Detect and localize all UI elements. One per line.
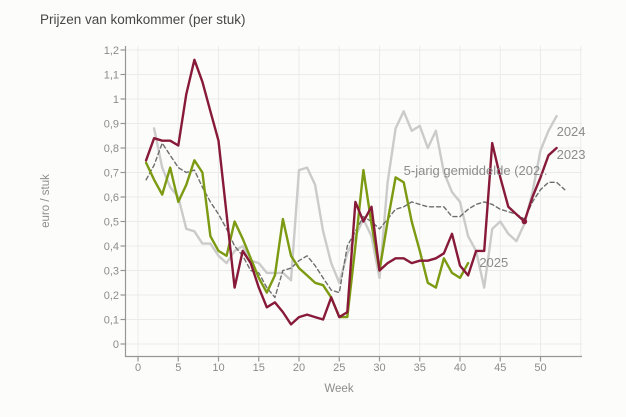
axis-line (124, 46, 582, 358)
y-tick-label: 0,5 (104, 217, 119, 229)
x-tick-label: 10 (212, 362, 224, 374)
y-axis-title: euro / stuk (40, 174, 52, 228)
y-tick-label: 0,9 (104, 119, 119, 131)
y-tick-label: 1,1 (104, 70, 119, 82)
series-line-2023 (144, 58, 558, 326)
x-tick-label: 25 (333, 362, 345, 374)
label-2023: 2023 (557, 147, 586, 162)
label-avg: 5-jarig gemiddelde (202.. (404, 163, 548, 178)
x-tick-label: 20 (293, 362, 305, 374)
x-axis-title: Week (324, 383, 353, 395)
x-tick-label: 0 (135, 362, 141, 374)
series-inline-labels: 2024 2023 2025 5-jarig gemiddelde (202.. (404, 124, 586, 270)
y-tick-label: 0 (113, 339, 119, 351)
latest-value-marker (521, 218, 528, 225)
y-tick-label: 0,3 (104, 266, 119, 278)
x-tick-label: 40 (454, 362, 466, 374)
x-tick-label: 35 (414, 362, 426, 374)
gridlines (125, 46, 582, 357)
axis-tick-labels: 0 0,1 0,2 0,3 0,4 0,5 0,6 0,7 0,8 0,9 1 1,1 1,2 0 5 10 1… (104, 45, 547, 374)
y-tick-label: 1 (113, 94, 119, 106)
series-line-2025 (144, 159, 470, 319)
y-tick-label: 0,8 (104, 143, 119, 155)
series-line-5-jarig-gemiddelde-202- (145, 142, 566, 299)
x-tick-label: 45 (494, 362, 506, 374)
x-tick-label: 5 (175, 362, 181, 374)
x-tick-label: 30 (373, 362, 385, 374)
x-tick-label: 50 (534, 362, 546, 374)
y-tick-label: 0,2 (104, 290, 119, 302)
x-tick-label: 15 (253, 362, 265, 374)
page-title: Prijzen van komkommer (per stuk) (40, 12, 246, 27)
y-tick-label: 0,4 (104, 241, 119, 253)
axes (120, 46, 582, 362)
label-2024: 2024 (557, 124, 586, 139)
y-tick-label: 0,1 (104, 315, 119, 327)
y-tick-label: 0,6 (104, 192, 119, 204)
y-tick-label: 0,7 (104, 168, 119, 180)
series-lines (144, 58, 566, 326)
y-tick-label: 1,2 (104, 45, 119, 57)
label-2025: 2025 (479, 255, 508, 270)
